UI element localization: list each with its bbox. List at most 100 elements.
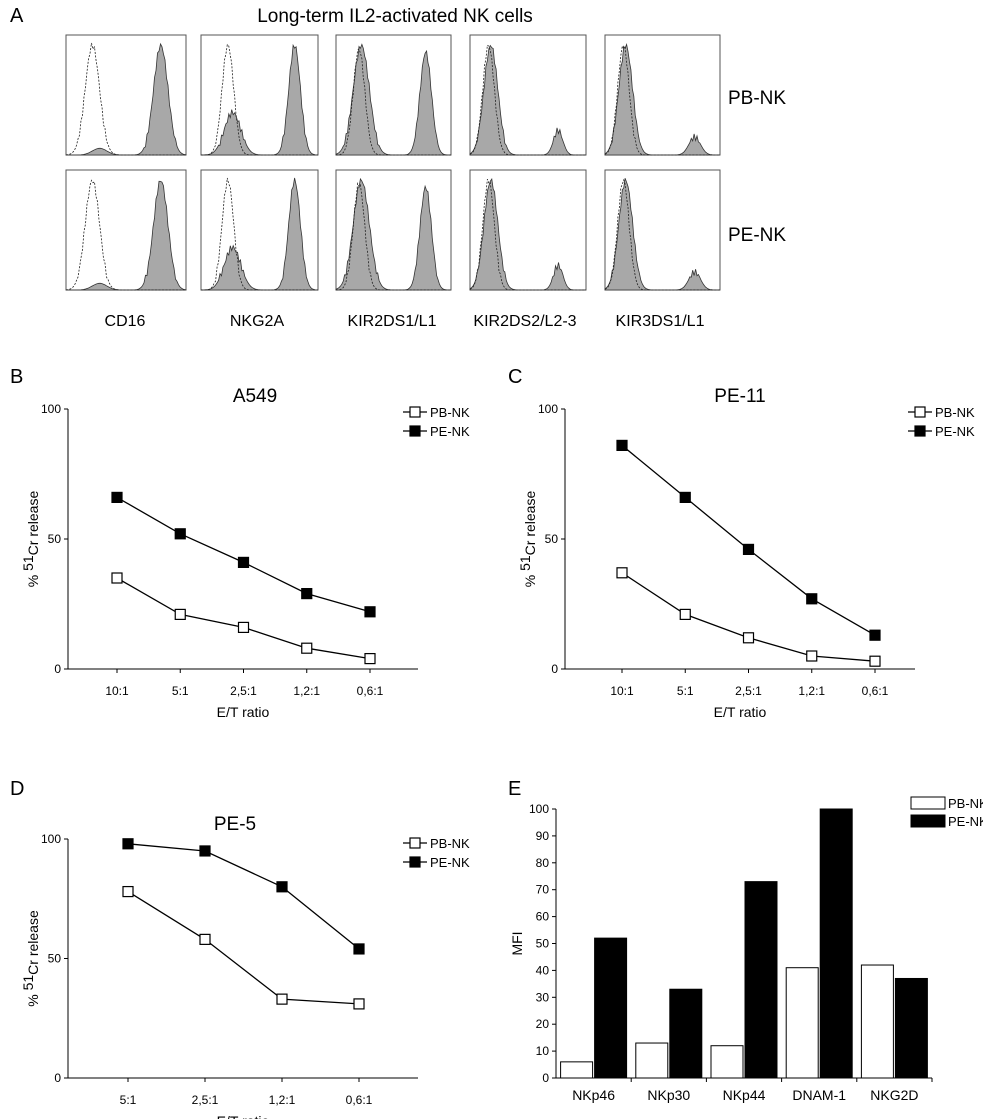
chart-c-pe-nk-legend-marker [914, 425, 926, 437]
row-label-pe: PE-NK [728, 225, 786, 246]
chart-c-xtick-label-2: 2,5:1 [735, 684, 762, 698]
chart-e-ytick-label-100: 100 [529, 802, 549, 816]
chart-d-pe-nk-point-0 [122, 838, 134, 850]
chart-b-pe-nk-point-2 [237, 556, 250, 569]
chart-d-pb-nk-point-2 [276, 993, 288, 1005]
chart-c-pb-nk-legend-marker [914, 406, 926, 418]
panel-a: A Long-term IL2-activated NK cells PB-NK… [10, 5, 786, 330]
chart-b-a549: 0 50 100 10:1 5:1 2,5:1 1,2:1 0,6:1 A549 E/T rati… [20, 386, 470, 720]
marker-label-kir2ds1: KIR2DS1/L1 [348, 313, 437, 330]
row-label-pb: PB-NK [728, 88, 786, 109]
panel-c-letter: C [508, 366, 522, 388]
chart-b-pb-nk-line [116, 577, 371, 660]
chart-b-pb-nk-legend-label: PB-NK [430, 405, 470, 420]
chart-b-pb-nk-point-2 [237, 621, 250, 634]
chart-d-pe5: 0 50 100 5:1 2,5:1 1,2:1 0,6:1 PE-5 E/T ratio % 5… [20, 814, 470, 1119]
chart-d-pb-nk-point-1 [199, 933, 211, 945]
chart-e-ylabel: MFI [509, 931, 525, 955]
chart-d-xlabel: E/T ratio [217, 1113, 270, 1119]
chart-d-ytick-label-50: 50 [48, 952, 62, 966]
chart-d-pe-nk-point-2 [276, 881, 288, 893]
chart-b-pe-nk-legend-label: PE-NK [430, 424, 470, 439]
panel-e-letter: E [508, 778, 521, 800]
chart-c-pb-nk-line [621, 572, 876, 662]
chart-b-pe-nk-line [116, 496, 371, 613]
chart-d-pe-nk-legend-label: PE-NK [430, 855, 470, 870]
hist-pb-nk-cd16-dotted [65, 42, 186, 156]
chart-b-pe-nk-point-0 [111, 491, 123, 503]
chart-c-xtick-label-0: 10:1 [610, 684, 634, 698]
chart-e-ytick-label-60: 60 [536, 910, 550, 924]
chart-c-xtick-label-1: 5:1 [677, 684, 694, 698]
chart-e-pb-nk-legend-swatch [910, 796, 946, 810]
panel-b-letter: B [10, 366, 23, 388]
chart-e-xtick-label-nkg2d: NKG2D [870, 1087, 918, 1103]
chart-e-bar-pb-nk-dnam-1 [785, 967, 819, 1079]
chart-e-bar-pe-nk-nkp44 [744, 881, 778, 1079]
chart-c-xtick-label-4: 0,6:1 [862, 684, 889, 698]
chart-d-pb-nk-legend-marker [409, 837, 421, 849]
chart-c-pe11: 0 50 100 10:1 5:1 2,5:1 1,2:1 0,6:1 PE-11 E/T rat… [517, 386, 975, 720]
panel-d-letter: D [10, 778, 24, 800]
chart-c-title: PE-11 [714, 386, 765, 407]
chart-b-pb-nk-point-4 [364, 652, 376, 665]
hist-pb-nk-kir2ds1-l1-dotted [335, 48, 451, 156]
chart-b-xtick-label-2: 2,5:1 [230, 684, 257, 698]
chart-e-ytick-label-50: 50 [536, 937, 550, 951]
hist-pe-nk-kir3ds1-l1-dotted [604, 178, 720, 291]
chart-c-xtick-label-3: 1,2:1 [798, 684, 825, 698]
hist-pb-nk-kir2ds2-l2-3-dotted [469, 44, 586, 156]
chart-e-bar-pe-nk-nkp46 [594, 937, 628, 1079]
histogram-grid [65, 34, 721, 291]
chart-c-ytick-label-100: 100 [538, 402, 558, 416]
chart-b-pb-nk-point-1 [174, 608, 186, 621]
chart-c-pe-nk-point-2 [742, 543, 755, 556]
hist-pe-nk-nkg2a-dotted [201, 177, 318, 291]
chart-b-pb-nk-point-3 [301, 642, 313, 654]
marker-label-kir2ds2: KIR2DS2/L2-3 [473, 313, 576, 330]
chart-e-xtick-label-nkp46: NKp46 [572, 1087, 615, 1103]
panel-a-letter: A [10, 5, 24, 27]
chart-d-pe-nk-line [127, 843, 360, 950]
chart-b-pe-nk-point-1 [174, 528, 186, 540]
chart-c-pe-nk-legend-label: PE-NK [935, 424, 975, 439]
chart-b-ytick-label-0: 0 [54, 662, 61, 676]
chart-e-bar-pe-nk-dnam-1 [819, 808, 853, 1079]
chart-e-xtick-label-nkp30: NKp30 [647, 1087, 690, 1103]
chart-c-pb-nk-point-0 [616, 567, 628, 579]
chart-b-pb-nk-point-0 [111, 572, 123, 584]
chart-e-bar-pb-nk-nkg2d [860, 964, 894, 1079]
chart-e-ytick-label-90: 90 [536, 829, 550, 843]
chart-b-ytick-label-100: 100 [41, 402, 61, 416]
marker-label-nkg2a: NKG2A [230, 313, 285, 330]
chart-d-pe-nk-legend-marker [409, 856, 421, 868]
chart-c-pb-nk-legend-label: PB-NK [935, 405, 975, 420]
chart-b-xtick-label-1: 5:1 [172, 684, 189, 698]
chart-e-bar-pe-nk-nkg2d [894, 977, 928, 1079]
chart-e-bar-pb-nk-nkp30 [635, 1042, 669, 1079]
chart-c-pe-nk-point-1 [679, 491, 691, 503]
chart-c-pe-nk-point-4 [869, 629, 881, 641]
chart-d-pb-nk-point-0 [122, 885, 134, 898]
chart-c-ytick-label-50: 50 [545, 532, 559, 546]
hist-pe-nk-nkg2a-filled [201, 177, 319, 291]
chart-d-pb-nk-point-3 [353, 998, 365, 1010]
chart-e-pe-nk-legend-swatch [910, 814, 946, 828]
chart-b-xlabel: E/T ratio [217, 704, 270, 720]
chart-e-xtick-label-dnam-1: DNAM-1 [792, 1087, 846, 1103]
hist-pb-nk-kir3ds1-l1-dotted [604, 44, 720, 156]
chart-c-pb-nk-point-3 [806, 650, 818, 662]
chart-c-pb-nk-point-4 [869, 655, 881, 667]
chart-e-ytick-label-70: 70 [536, 883, 550, 897]
chart-d-title: PE-5 [214, 814, 256, 835]
chart-d-ytick-label-0: 0 [54, 1071, 61, 1085]
chart-e-ytick-label-0: 0 [542, 1071, 549, 1085]
marker-label-cd16: CD16 [105, 313, 146, 330]
chart-d-xtick-label-0: 5:1 [120, 1093, 137, 1107]
chart-b-title: A549 [233, 386, 277, 407]
chart-e-pe-nk-legend-label: PE-NK [948, 814, 983, 829]
marker-label-kir3ds1: KIR3DS1/L1 [616, 313, 705, 330]
chart-b-ylabel: % 51Cr release [20, 491, 41, 588]
hist-pb-nk-cd16-filled [66, 42, 187, 156]
